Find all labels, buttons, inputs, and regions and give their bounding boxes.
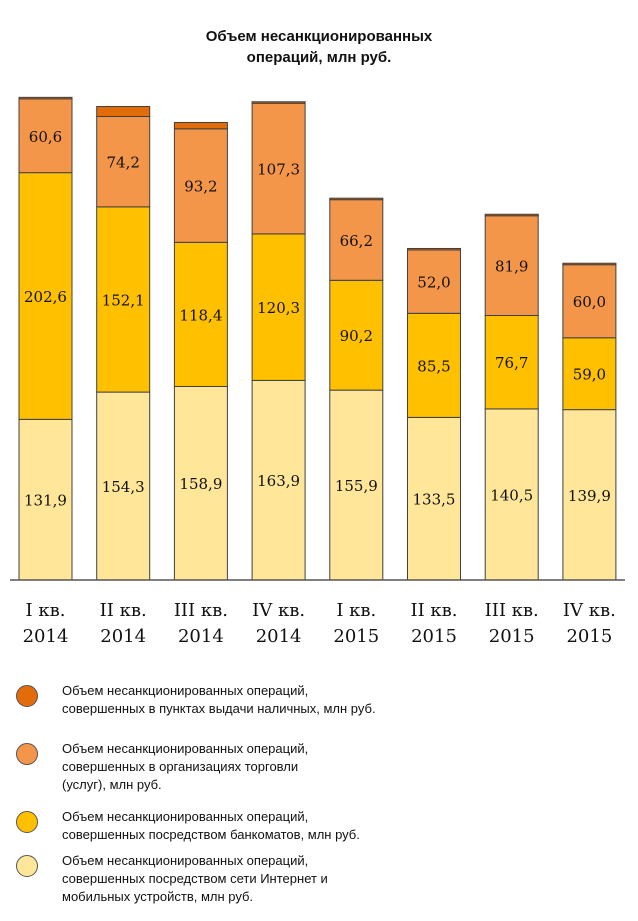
bar-segment-s0-c6: [484, 408, 539, 581]
bar-segment-s2-c4: [329, 199, 384, 281]
data-label: 202,6: [24, 288, 67, 306]
data-label: 81,9: [495, 258, 528, 276]
bar-segment-s3-c7: [562, 262, 617, 266]
data-label: 131,9: [24, 492, 67, 510]
data-label: 158,9: [179, 475, 222, 493]
x-tick-label: 2014: [256, 626, 302, 647]
bar-segment-s2-c0: [18, 98, 73, 174]
data-label: 85,5: [417, 357, 450, 375]
bar-segment-s2-c3: [251, 102, 306, 235]
x-tick-label: III кв.: [485, 600, 539, 621]
bar-segment-s1-c2: [173, 241, 228, 387]
bar-segment-s3-c4: [329, 197, 384, 201]
data-label: 140,5: [490, 486, 533, 504]
x-tick-label: 2015: [333, 626, 379, 647]
bar-segment-s2-c7: [562, 264, 617, 339]
bar-segment-s2-c1: [96, 116, 151, 208]
bar-segment-s3-c0: [18, 96, 73, 100]
x-tick-label: 2014: [178, 626, 224, 647]
data-label: 152,1: [102, 291, 145, 309]
bar-segment-s2-c6: [484, 215, 539, 316]
data-label: 66,2: [340, 232, 373, 250]
bar-segment-s1-c3: [251, 233, 306, 381]
data-label: 93,2: [184, 178, 217, 196]
data-label: 74,2: [106, 154, 139, 172]
data-label: 118,4: [179, 306, 222, 324]
x-tick-label: II кв.: [410, 600, 457, 621]
chart-title: Объем несанкционированных операций, млн …: [205, 28, 433, 66]
bar-segment-s1-c0: [18, 172, 73, 420]
bar-segment-s0-c2: [173, 385, 228, 581]
bar-segment-s1-c5: [407, 312, 461, 418]
bar-segment-s3-c3: [251, 101, 306, 104]
bar-segment-s3-c5: [407, 247, 461, 251]
data-label: 107,3: [257, 161, 300, 179]
bar-segment-s1-c7: [562, 337, 617, 411]
x-tick-label: III кв.: [174, 600, 228, 621]
x-tick-label: 2014: [23, 626, 69, 647]
x-tick-label: I кв.: [26, 600, 66, 621]
x-tick-label: IV кв.: [563, 600, 616, 621]
bar-segment-s3-c6: [484, 213, 539, 217]
bar-segment-s2-c5: [407, 249, 461, 314]
data-label: 90,2: [340, 327, 373, 345]
data-label: 60,0: [573, 293, 606, 311]
x-tick-label: 2015: [566, 626, 612, 647]
bar-segment-s1-c1: [96, 206, 151, 393]
x-tick-label: II кв.: [100, 600, 147, 621]
data-label: 59,0: [573, 366, 606, 384]
x-tick-label: I кв.: [336, 600, 376, 621]
x-tick-label: 2014: [100, 626, 146, 647]
data-label: 154,3: [102, 478, 145, 496]
data-label: 139,9: [568, 487, 611, 505]
data-label: 155,9: [335, 477, 378, 495]
bar-segment-s0-c3: [251, 379, 306, 581]
bar-segment-s3-c2: [173, 121, 228, 130]
data-label: 76,7: [495, 354, 528, 372]
bar-segment-s0-c1: [96, 391, 151, 581]
bar-segment-s3-c1: [96, 106, 151, 118]
data-label: 120,3: [257, 299, 300, 317]
data-label: 163,9: [257, 472, 300, 490]
bar-segment-s1-c6: [484, 314, 539, 410]
data-label: 60,6: [29, 128, 62, 146]
data-label: 52,0: [417, 274, 450, 292]
x-tick-label: IV кв.: [252, 600, 305, 621]
bar-segment-s1-c4: [329, 279, 384, 391]
bar-segment-s0-c5: [407, 416, 461, 581]
x-tick-label: 2015: [411, 626, 457, 647]
data-label: 133,5: [413, 491, 456, 509]
x-tick-label: 2015: [489, 626, 535, 647]
